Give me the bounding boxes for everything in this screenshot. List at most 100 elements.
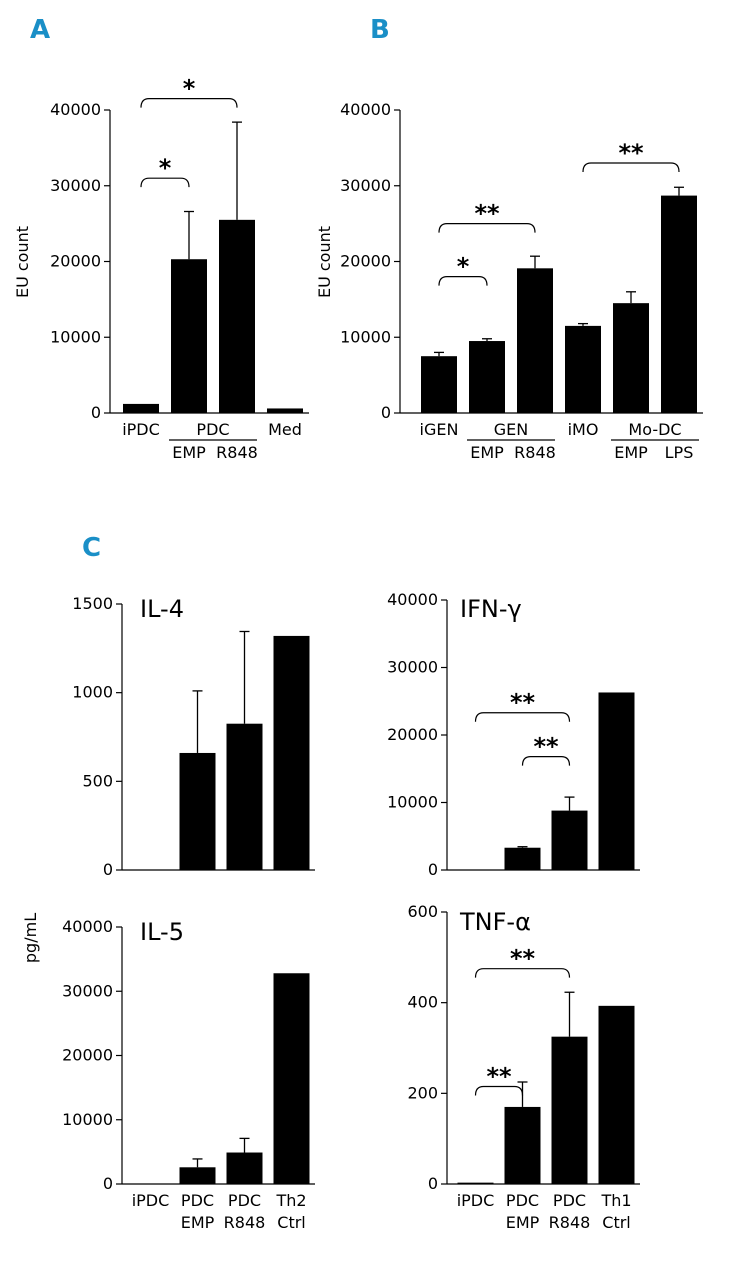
significance-bracket xyxy=(140,177,190,188)
chart-title: TNF-α xyxy=(459,908,531,936)
y-tick-label: 20000 xyxy=(62,1046,113,1065)
chart-title: IL-4 xyxy=(140,595,184,623)
bar xyxy=(469,341,505,413)
group-sublabel: EMP xyxy=(172,443,206,462)
bar xyxy=(179,752,216,870)
group-sublabel: EMP xyxy=(470,443,504,462)
x-tick-label: EMP xyxy=(181,1213,215,1232)
group-sublabel: EMP xyxy=(614,443,648,462)
y-tick-label: 30000 xyxy=(62,981,113,1000)
bar xyxy=(613,303,649,413)
group-label: Mo-DC xyxy=(628,420,681,439)
y-tick-label: 40000 xyxy=(387,590,438,609)
significance-label: ** xyxy=(533,733,559,761)
chart-title: IFN-γ xyxy=(460,595,522,623)
y-tick-label: 0 xyxy=(428,860,438,879)
x-tick-label: iPDC xyxy=(457,1191,495,1210)
significance-bracket xyxy=(521,756,571,766)
y-tick-label: 10000 xyxy=(387,793,438,812)
bar xyxy=(179,1167,216,1184)
y-tick-label: 20000 xyxy=(340,252,391,271)
x-tick-label: EMP xyxy=(506,1213,540,1232)
y-tick-label: 1500 xyxy=(72,594,113,613)
y-tick-label: 400 xyxy=(407,993,438,1012)
significance-bracket xyxy=(140,98,238,108)
significance-label: ** xyxy=(474,200,500,228)
significance-label: ** xyxy=(618,139,644,167)
bar xyxy=(219,219,255,413)
bar xyxy=(598,692,635,870)
y-axis-label: EU count xyxy=(315,226,334,298)
chart-il-4: 0 500 1000 1500 IL-4 xyxy=(72,594,315,879)
bar xyxy=(661,195,697,413)
chart-tnf-a: 0 200 400 600 TNF-α iPDC PDC EMP PDC R848 Th1 Ctrl *… xyxy=(407,902,640,1232)
group-sublabel: R848 xyxy=(514,443,556,462)
significance-label: ** xyxy=(510,945,536,973)
x-tick-label: Med xyxy=(268,420,302,439)
x-tick-label: iPDC xyxy=(122,420,160,439)
x-tick-label: Ctrl xyxy=(602,1213,630,1232)
x-tick-label: iGEN xyxy=(420,420,459,439)
bar xyxy=(273,973,310,1184)
y-tick-label: 30000 xyxy=(340,176,391,195)
chart-a: 0 10000 20000 30000 40000 EU count iPDC Med PDC E… xyxy=(13,75,309,462)
panel-label-a: A xyxy=(30,15,50,45)
significance-label: * xyxy=(457,253,470,281)
x-tick-label: R848 xyxy=(549,1213,591,1232)
x-tick-label: Th2 xyxy=(275,1191,306,1210)
y-tick-label: 20000 xyxy=(387,725,438,744)
bar xyxy=(273,635,310,870)
y-tick-label: 10000 xyxy=(62,1110,113,1129)
x-tick-label: PDC xyxy=(228,1191,261,1210)
group-sublabel: LPS xyxy=(665,443,694,462)
group-sublabel: R848 xyxy=(216,443,258,462)
bar xyxy=(457,1182,494,1184)
significance-bracket xyxy=(438,276,488,286)
bar xyxy=(551,810,588,870)
significance-label: * xyxy=(183,75,196,103)
y-tick-label: 40000 xyxy=(50,100,101,119)
bar xyxy=(123,403,159,413)
bar xyxy=(421,356,457,413)
group-label: GEN xyxy=(494,420,528,439)
bar xyxy=(504,847,541,870)
y-tick-label: 200 xyxy=(407,1083,438,1102)
y-tick-label: 0 xyxy=(91,403,101,422)
significance-label: ** xyxy=(486,1063,512,1091)
bar xyxy=(226,723,263,870)
chart-il-5: 0 10000 20000 30000 40000 IL-5 iPDC PDC EMP PDC R8… xyxy=(62,917,315,1232)
bar xyxy=(226,1152,263,1184)
significance-bracket xyxy=(474,968,571,978)
chart-b: 0 10000 20000 30000 40000 EU count iGEN iMO GEN E… xyxy=(315,100,703,462)
panel-label-b: B xyxy=(370,15,390,45)
x-tick-label: PDC xyxy=(181,1191,214,1210)
bar xyxy=(171,259,207,413)
x-tick-label: R848 xyxy=(224,1213,266,1232)
y-tick-label: 500 xyxy=(82,771,113,790)
y-tick-label: 40000 xyxy=(62,917,113,936)
x-tick-label: PDC xyxy=(553,1191,586,1210)
x-tick-label: iPDC xyxy=(132,1191,170,1210)
y-tick-label: 40000 xyxy=(340,100,391,119)
y-tick-label: 10000 xyxy=(50,327,101,346)
bar xyxy=(598,1005,635,1184)
x-tick-label: Ctrl xyxy=(277,1213,305,1232)
bar xyxy=(504,1106,541,1184)
significance-label: * xyxy=(159,154,172,182)
y-tick-label: 20000 xyxy=(50,252,101,271)
significance-label: ** xyxy=(510,689,536,717)
x-tick-label: iMO xyxy=(568,420,599,439)
chart-title: IL-5 xyxy=(140,918,184,946)
y-tick-label: 0 xyxy=(103,860,113,879)
y-tick-label: 0 xyxy=(381,403,391,422)
chart-ifn-g: 0 10000 20000 30000 40000 IFN-γ ** ** xyxy=(387,590,640,879)
bar xyxy=(517,268,553,413)
shared-ylabel: pg/mL xyxy=(21,913,40,963)
y-tick-label: 30000 xyxy=(50,176,101,195)
significance-bracket xyxy=(474,1085,524,1096)
y-tick-label: 10000 xyxy=(340,327,391,346)
y-tick-label: 0 xyxy=(428,1174,438,1193)
group-label: PDC xyxy=(196,420,229,439)
